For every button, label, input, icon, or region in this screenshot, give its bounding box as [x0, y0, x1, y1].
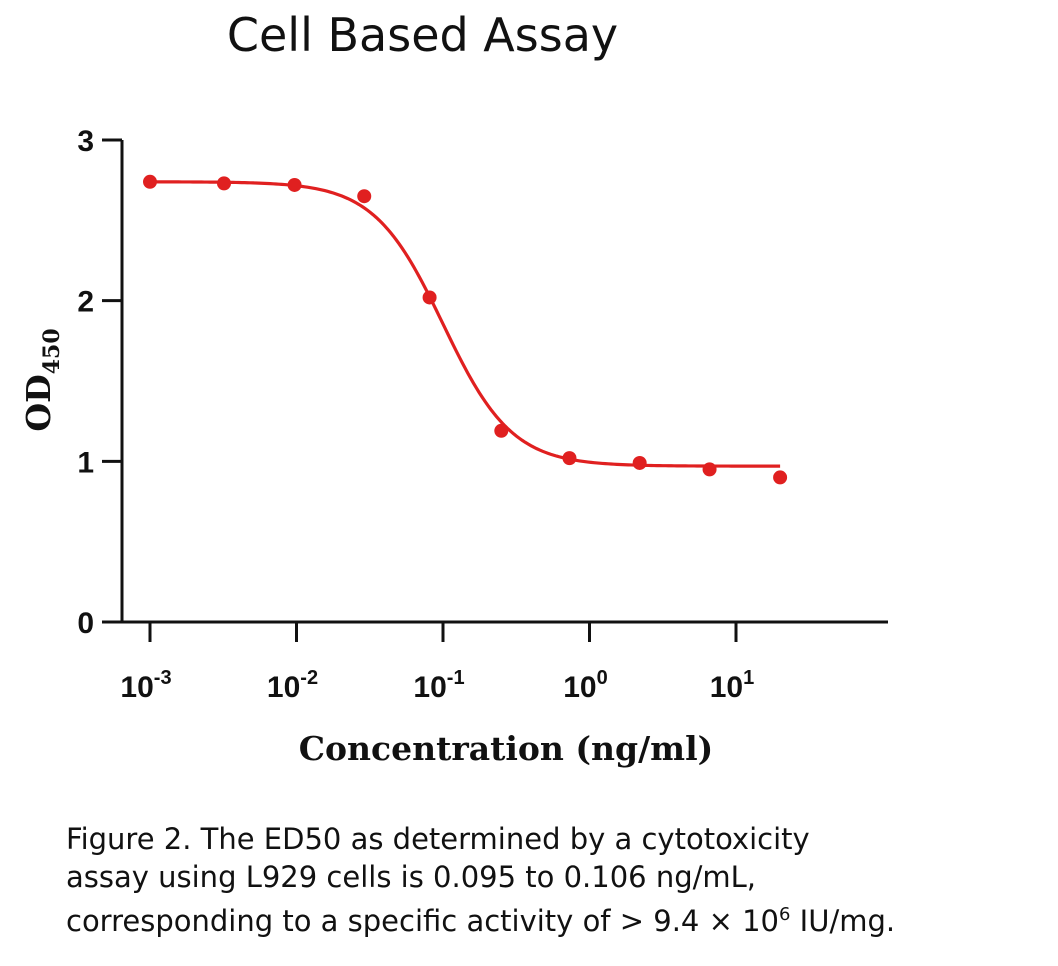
- axes: 0 1 2 3 10-3 10-2 10-1 100 101: [77, 125, 888, 704]
- x-tick-label: 10-1: [413, 667, 464, 704]
- x-tick-label: 100: [563, 667, 608, 704]
- data-point: [217, 176, 232, 191]
- y-tick-label: 1: [77, 446, 94, 479]
- data-point: [357, 189, 372, 204]
- y-tick-label: 2: [77, 286, 94, 319]
- y-tick-label: 3: [77, 125, 94, 158]
- y-axis-label-main: OD: [19, 374, 58, 431]
- svg-text:OD450: OD450: [19, 328, 65, 431]
- chart-title: Cell Based Assay: [226, 8, 619, 62]
- y-axis-label-sub: 450: [39, 328, 65, 374]
- data-point: [422, 290, 437, 305]
- caption-line-2: assay using L929 cells is 0.095 to 0.106…: [66, 860, 757, 894]
- caption-exponent: 6: [779, 904, 791, 925]
- y-tick-label: 0: [77, 607, 94, 640]
- data-point: [773, 470, 788, 485]
- caption-line-3-text: corresponding to a specific activity of …: [66, 904, 780, 938]
- chart: 0 1 2 3 10-3 10-2 10-1 100 101 Concentration (ng…: [19, 125, 888, 768]
- x-tick-label: 10-3: [120, 667, 171, 704]
- caption-line-3: corresponding to a specific activity of …: [66, 896, 1051, 940]
- data-points: [143, 174, 788, 485]
- data-point: [287, 177, 302, 192]
- x-tick-label: 10-2: [267, 667, 318, 704]
- x-tick-label: 101: [710, 667, 755, 704]
- caption-line-1: Figure 2. The ED50 as determined by a cy…: [66, 822, 810, 856]
- data-point: [702, 462, 717, 477]
- fit-curve: [150, 180, 781, 468]
- data-point: [494, 423, 509, 438]
- caption-line-3-end: IU/mg.: [790, 904, 896, 938]
- fit-curve-group: [150, 180, 781, 468]
- figure-caption: Figure 2. The ED50 as determined by a cy…: [66, 820, 1051, 940]
- y-axis-label: OD450: [19, 328, 65, 431]
- data-point: [632, 455, 647, 470]
- data-point: [562, 451, 577, 466]
- x-axis-label: Concentration (ng/ml): [299, 729, 713, 768]
- data-point: [143, 174, 157, 189]
